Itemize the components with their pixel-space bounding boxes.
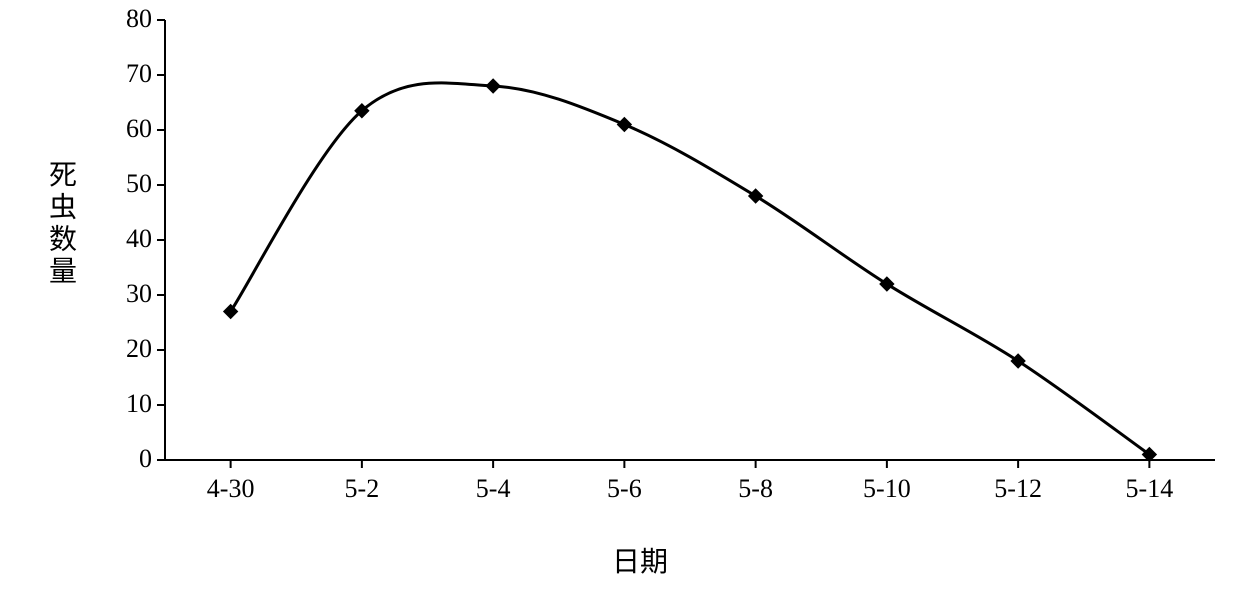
x-tick-label: 5-12 <box>994 474 1042 504</box>
y-tick-label: 70 <box>92 59 152 89</box>
y-tick-label: 60 <box>92 114 152 144</box>
y-tick-label: 50 <box>92 169 152 199</box>
x-tick-label: 4-30 <box>207 474 255 504</box>
x-tick-label: 5-10 <box>863 474 911 504</box>
y-tick-label: 40 <box>92 224 152 254</box>
data-marker <box>617 118 631 132</box>
y-axis-label: 死虫数量 <box>40 160 80 288</box>
data-marker <box>486 79 500 93</box>
x-tick-label: 5-2 <box>345 474 380 504</box>
data-marker <box>224 305 238 319</box>
y-tick-label: 80 <box>92 4 152 34</box>
x-tick-label: 5-8 <box>738 474 773 504</box>
x-axis-label: 日期 <box>612 540 668 580</box>
x-tick-label: 5-14 <box>1126 474 1174 504</box>
data-marker <box>749 189 763 203</box>
x-tick-label: 5-4 <box>476 474 511 504</box>
y-tick-label: 30 <box>92 279 152 309</box>
y-tick-label: 10 <box>92 389 152 419</box>
chart-container: 死虫数量 日期 0 10 20 30 40 50 60 70 80 4-30 5-2 5-4 5-6 5… <box>0 0 1240 589</box>
y-tick-label: 20 <box>92 334 152 364</box>
y-tick-label: 0 <box>92 444 152 474</box>
x-tick-label: 5-6 <box>607 474 642 504</box>
data-marker <box>880 277 894 291</box>
